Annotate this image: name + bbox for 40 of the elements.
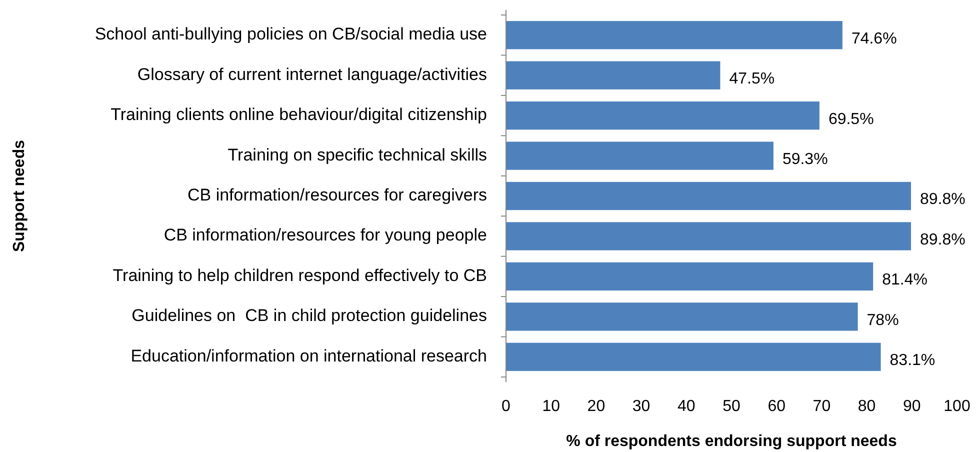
y-tick-label: CB information/resources for young people	[164, 226, 487, 245]
x-tick-label: 60	[768, 398, 786, 415]
x-tick-label: 30	[632, 398, 650, 415]
y-tick-label: Education/information on international research	[130, 346, 487, 366]
data-label: 69.5%	[828, 110, 874, 128]
data-label: 74.6%	[851, 30, 897, 48]
y-tick-label: CB information/resources for caregivers	[187, 185, 487, 204]
bar	[506, 142, 774, 170]
x-tick-label: 90	[903, 398, 921, 415]
x-axis-title: % of respondents endorsing support needs	[566, 433, 897, 450]
data-label: 89.8%	[920, 231, 966, 248]
data-label: 47.5%	[729, 70, 775, 88]
bar	[506, 61, 720, 90]
data-label: 78%	[866, 312, 899, 329]
bar	[506, 262, 874, 291]
x-tick-label: 0	[502, 398, 511, 415]
bar	[506, 342, 881, 371]
bar	[506, 101, 820, 130]
x-tick-label: 80	[858, 398, 876, 415]
data-label: 59.3%	[782, 150, 828, 168]
y-axis-title: Support needs	[11, 140, 28, 252]
bar	[506, 302, 858, 331]
bar	[506, 182, 911, 210]
x-tick-label: 70	[812, 398, 831, 415]
y-tick-label: Training clients online behaviour/digital citizenship	[110, 105, 487, 124]
x-tick-label: 100	[944, 398, 970, 415]
bar	[506, 21, 842, 50]
y-tick-label: Training on specific technical skills	[228, 145, 487, 164]
y-tick-label: Guidelines on CB in child protection guidelines	[132, 306, 487, 326]
y-tick-label: Glossary of current internet language/activities	[137, 64, 487, 84]
data-label: 81.4%	[882, 272, 928, 289]
data-label: 83.1%	[890, 352, 936, 370]
y-tick-label: School anti-bullying policies on CB/social media use	[94, 24, 487, 44]
x-tick-label: 10	[542, 398, 560, 415]
y-tick-label: Training to help children respond effectively to CB	[112, 266, 487, 285]
bar	[506, 222, 911, 250]
x-tick-label: 50	[722, 398, 740, 415]
x-tick-label: 20	[587, 398, 606, 415]
data-label: 89.8%	[920, 191, 966, 208]
x-tick-label: 40	[678, 398, 696, 415]
